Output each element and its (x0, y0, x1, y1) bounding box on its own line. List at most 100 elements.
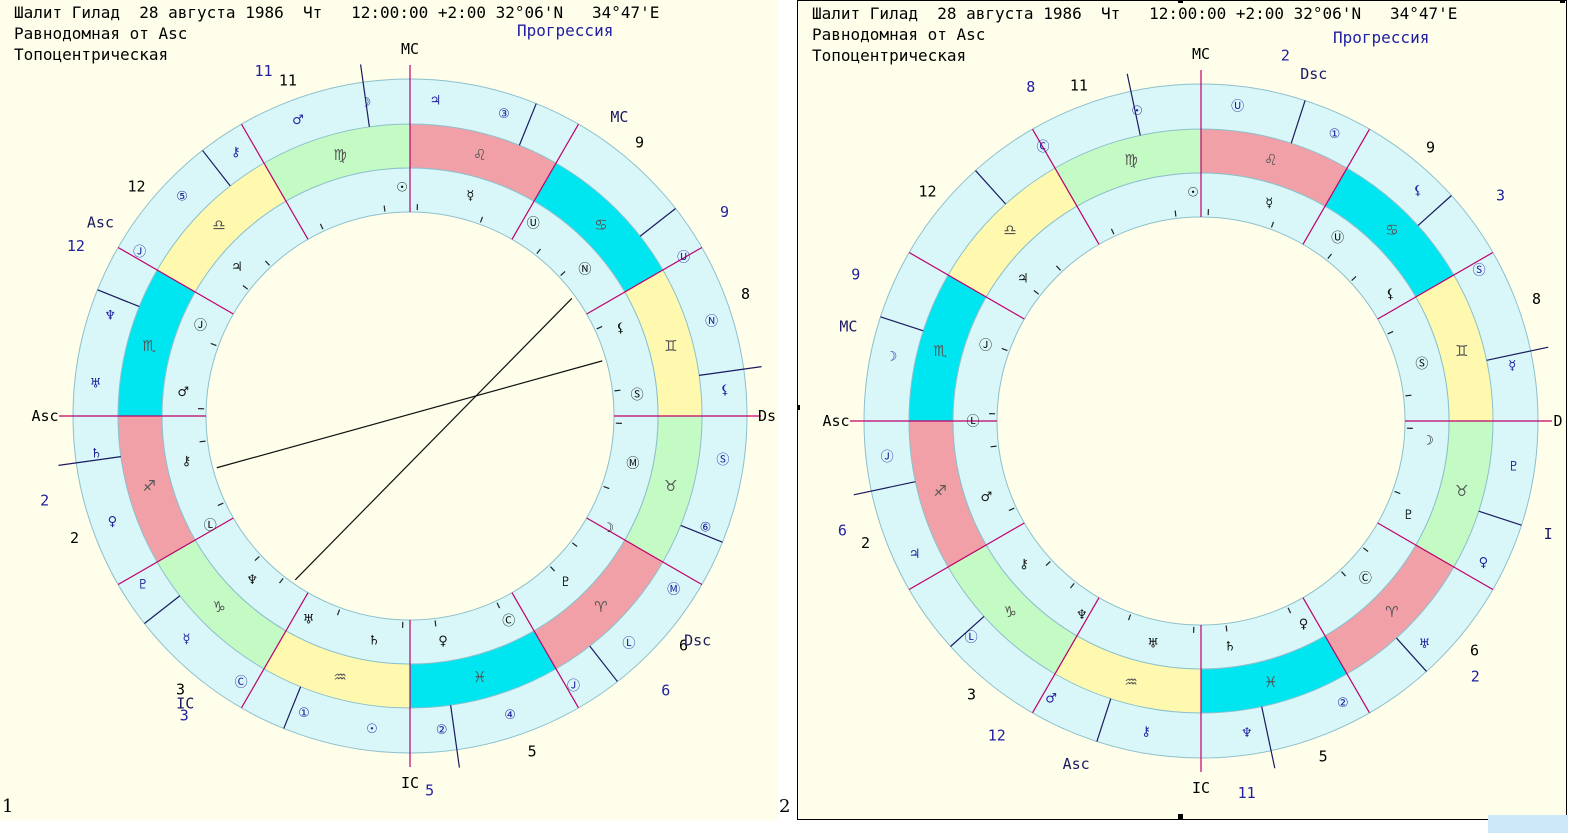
resize-handle[interactable] (1178, 814, 1183, 819)
progressed-planet-glyph: ☉ (1131, 104, 1143, 119)
progressed-planet-glyph: ♅ (90, 377, 102, 392)
progressed-house-number: 11 (254, 62, 272, 80)
zodiac-sign-glyph: ♉ (664, 477, 677, 495)
progressed-cusp-line (1290, 100, 1306, 144)
planet-tick (1008, 507, 1015, 512)
planet-tick (1270, 221, 1275, 228)
progressed-planet-glyph: ① (1329, 127, 1341, 142)
zodiac-sign-glyph: ♐ (142, 477, 155, 495)
house-number: 12 (918, 183, 936, 201)
progressed-cusp-line (1395, 637, 1427, 672)
planet-tick (1351, 275, 1357, 281)
zodiac-sign-glyph: ♋ (594, 216, 607, 234)
natal-planet-glyph: ♇ (1403, 508, 1415, 523)
planet-tick (990, 445, 997, 448)
zodiac-sign-glyph: ♑ (212, 598, 225, 616)
planet-tick (1287, 607, 1292, 614)
resize-handle[interactable] (798, 405, 800, 410)
natal-planet-glyph: ☿ (466, 189, 474, 204)
planet-tick (479, 216, 484, 223)
house-number: 6 (1470, 641, 1479, 659)
progressed-axis-label: IC (176, 695, 194, 713)
natal-planet-glyph: ⚷ (1019, 557, 1029, 572)
progressed-house-number: 11 (1238, 784, 1256, 802)
aspect-line (216, 360, 603, 469)
natal-planet-glyph: Ⓤ (1331, 231, 1344, 246)
progressed-planet-glyph: Ⓜ (667, 583, 680, 598)
planet-tick (279, 577, 284, 584)
progressed-planet-glyph: ② (436, 723, 448, 738)
progressed-planet-glyph: ① (298, 706, 310, 721)
header-line-1: Шалит Гилад 28 августа 1986 Чт 12:00:00 … (812, 4, 1458, 23)
natal-planet-glyph: ♃ (1017, 271, 1029, 286)
natal-planet-glyph: ♀ (1299, 617, 1309, 632)
progressed-planet-glyph: Ⓛ (965, 630, 978, 645)
header-line-3: Топоцентрическая (14, 45, 169, 64)
planet-tick (1387, 330, 1394, 335)
house-number: 3 (967, 685, 976, 703)
planet-tick (264, 260, 270, 266)
house-cusp-line (511, 123, 580, 240)
house-cusp-line (1377, 522, 1494, 591)
progressed-planet-glyph: ♀ (108, 515, 118, 530)
planet-tick (550, 566, 556, 572)
house-number: 6 (679, 636, 688, 654)
zodiac-sign-glyph: ♊ (1455, 342, 1468, 360)
natal-planet-glyph: ♄ (368, 634, 380, 649)
zodiac-sign-glyph: ♈ (594, 598, 607, 616)
progressed-cusp-line (975, 170, 1007, 205)
resize-handle[interactable] (1178, 1, 1183, 3)
progressed-house-number: 2 (1471, 668, 1480, 686)
natal-planet-glyph: ☉ (396, 181, 408, 196)
natal-planet-glyph: Ⓢ (1415, 357, 1428, 372)
natal-planet-glyph: Ⓜ (626, 457, 639, 472)
axis-label-ic: IC (401, 774, 419, 792)
progressed-cusp-line (97, 289, 140, 308)
progressed-cusp-line (680, 524, 723, 543)
resize-handle[interactable] (1560, 1, 1565, 3)
planet-tick (1001, 347, 1008, 352)
planet-tick (199, 440, 206, 443)
house-number: 8 (1532, 290, 1541, 308)
house-cusp-line (586, 517, 703, 586)
planet-tick (1174, 210, 1177, 217)
progressed-cusp-line (880, 316, 924, 332)
planet-tick (336, 609, 341, 616)
house-cusp-line (908, 251, 1025, 320)
zodiac-sign-glyph: ♓ (1264, 673, 1277, 691)
progressed-planet-glyph: Ⓒ (1036, 140, 1049, 155)
progressed-planet-glyph: ♂ (1045, 692, 1057, 707)
progressed-cusp-line (1126, 73, 1141, 136)
chart-header: Шалит Гилад 28 августа 1986 Чт 12:00:00 … (14, 2, 659, 65)
house-number: 2 (861, 534, 870, 552)
wheel-group: ♌♋♊♉♈♓♒♑♐♏♎♍MCICAscDs1112235689111223568… (31, 40, 778, 799)
planet-tick (1341, 571, 1347, 577)
natal-planet-glyph: Ⓙ (979, 339, 992, 354)
planet-tick (614, 389, 621, 392)
progressed-planet-glyph: ⚷ (1141, 725, 1151, 740)
planet-tick (1033, 290, 1040, 295)
panel-number: 1 (2, 796, 14, 817)
progressed-cusp-line (699, 365, 762, 376)
planet-tick (1394, 490, 1401, 495)
house-cusp-line (1302, 128, 1371, 245)
natal-planet-glyph: ☽ (602, 521, 614, 536)
planet-tick (536, 248, 541, 255)
progressed-planet-glyph: ⑤ (176, 190, 188, 205)
zodiac-sign-glyph: ♎ (212, 216, 225, 234)
progressed-planet-glyph: Ⓛ (622, 636, 635, 651)
progressed-planet-glyph: ♅ (1419, 637, 1431, 652)
natal-planet-glyph: Ⓒ (1359, 572, 1372, 587)
chart-panel-2: Шалит Гилад 28 августа 1986 Чт 12:00:00 … (797, 0, 1567, 820)
natal-chart-wheel: ♌♋♊♉♈♓♒♑♐♏♎♍MCICAscDs1112235689111223568… (31, 40, 778, 799)
progressed-cusp-line (1478, 510, 1522, 526)
progressed-planet-glyph: Ⓙ (881, 450, 894, 465)
zodiac-sign-glyph: ♏ (933, 342, 947, 360)
progressed-axis-label: MC (610, 108, 628, 126)
progressed-planet-glyph: ♃ (909, 547, 921, 562)
house-cusp-line (586, 246, 703, 315)
natal-planet-glyph: ♅ (303, 613, 315, 628)
planet-tick (254, 556, 260, 562)
progressed-cusp-line (853, 481, 916, 496)
progressed-planet-glyph: Ⓙ (133, 245, 146, 260)
